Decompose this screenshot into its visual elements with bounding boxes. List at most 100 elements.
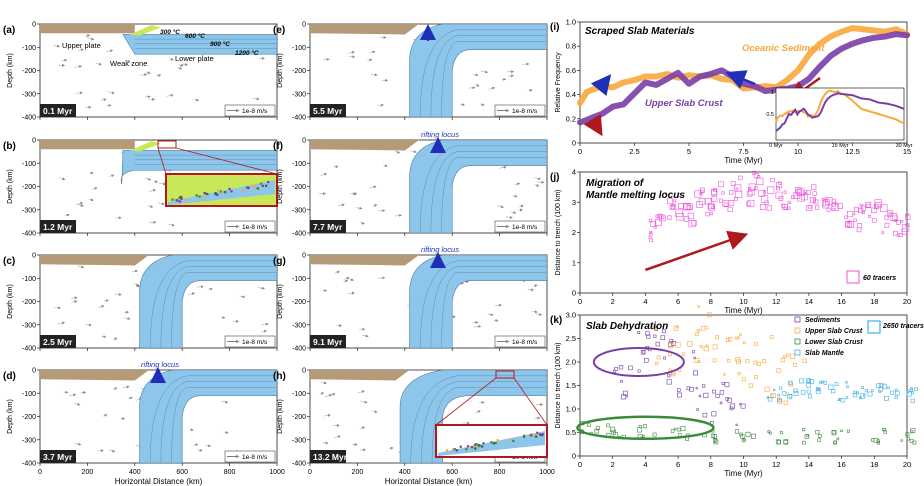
tracer-marker xyxy=(702,384,706,388)
velocity-arrow xyxy=(112,337,118,341)
tracer-marker xyxy=(738,175,743,181)
tracer-marker xyxy=(905,214,911,220)
tracer-marker xyxy=(594,428,599,434)
time-badge xyxy=(40,104,76,117)
rifting-label: rifting locus xyxy=(141,360,179,369)
velocity-arrow xyxy=(133,283,140,287)
y-tick-label: 1.0 xyxy=(566,405,576,414)
tracer-marker xyxy=(675,325,679,329)
velocity-arrow xyxy=(527,88,533,92)
tracer-marker xyxy=(910,428,916,433)
velocity-arrow xyxy=(106,49,114,53)
trend-arrow xyxy=(644,230,749,272)
tracer-marker xyxy=(831,430,837,436)
tracer-marker xyxy=(705,344,709,348)
tracer-marker xyxy=(775,191,783,199)
velocity-arrow xyxy=(508,74,514,78)
time-label: 1.2 Myr xyxy=(43,222,73,232)
y-tick-label: 0 xyxy=(32,22,36,29)
y-tick-label: 1.5 xyxy=(566,381,576,390)
velocity-arrow xyxy=(74,442,82,446)
velocity-arrow xyxy=(359,426,366,430)
inset-tracer xyxy=(267,180,270,184)
tracer-marker xyxy=(817,438,821,442)
tracer-marker xyxy=(775,439,781,445)
velocity-arrow xyxy=(534,416,541,420)
tracer-marker xyxy=(699,345,703,349)
y-tick-label: 0 xyxy=(572,139,576,148)
tracer-marker xyxy=(837,203,843,209)
time-label: 3.7 Myr xyxy=(43,452,73,462)
tracer-marker xyxy=(711,188,718,195)
velocity-arrow xyxy=(187,292,196,296)
velocity-arrow xyxy=(473,73,479,77)
velocity-arrow xyxy=(223,430,229,434)
tracer-marker xyxy=(642,424,647,429)
tracer-marker xyxy=(791,195,795,200)
x-tick-label: 8 xyxy=(709,297,713,306)
inset-y-tick-label: 1 xyxy=(771,90,774,96)
inset-series-line xyxy=(775,89,905,125)
tracer-marker xyxy=(783,439,789,444)
x-axis-label: Time (Myr) xyxy=(724,469,763,478)
tracer-marker xyxy=(782,355,786,359)
tracer-marker xyxy=(852,212,856,216)
tracer-marker xyxy=(776,186,781,191)
y-tick-label: 2 xyxy=(572,228,576,237)
tracer-marker xyxy=(831,203,839,211)
tracer-marker xyxy=(703,392,709,398)
tracer-marker xyxy=(687,212,695,220)
x-tick-label: 6 xyxy=(676,297,680,306)
tracer-marker xyxy=(587,423,591,427)
y-axis-label: Depth (km) xyxy=(7,53,14,88)
tracer-marker xyxy=(905,213,909,216)
isotherm xyxy=(419,29,547,117)
tracer-marker xyxy=(909,438,914,443)
velocity-arrow xyxy=(108,174,115,178)
tracer-marker xyxy=(696,328,700,333)
tracer-marker xyxy=(628,365,633,371)
x-tick-label: 400 xyxy=(399,469,411,476)
tracer-marker xyxy=(691,220,697,226)
velocity-arrow xyxy=(147,204,154,208)
trend-arrow xyxy=(583,113,603,137)
tracer-marker xyxy=(695,332,699,337)
tracer-marker xyxy=(677,193,681,197)
time-badge xyxy=(40,335,76,348)
inset-tracer xyxy=(260,182,263,185)
tracer-marker xyxy=(837,398,840,401)
tracer-marker xyxy=(748,187,752,191)
tracer-marker xyxy=(721,381,725,386)
x-tick-label: 7.5 xyxy=(738,147,748,156)
y-tick-label: -300 xyxy=(292,91,306,98)
tracer-marker xyxy=(735,357,741,363)
inset-tracer xyxy=(195,194,198,197)
y-tick-label: -100 xyxy=(292,45,306,52)
tracer-marker xyxy=(606,423,610,428)
tracer-marker xyxy=(728,200,735,206)
y-tick-label: -100 xyxy=(22,391,36,398)
velocity-arrow xyxy=(369,50,376,54)
velocity-arrow xyxy=(348,55,356,59)
x-tick-label: 2 xyxy=(611,297,615,306)
y-tick-label: -400 xyxy=(22,461,36,468)
velocity-arrow xyxy=(98,305,105,308)
panel-letter: (h) xyxy=(273,371,286,382)
panel-content xyxy=(310,255,547,348)
velocity-arrow xyxy=(148,189,157,192)
velocity-arrow xyxy=(153,180,159,183)
tracer-marker xyxy=(906,437,910,441)
tracer-marker xyxy=(871,207,877,214)
y-tick-label: -200 xyxy=(22,299,36,306)
velocity-arrow xyxy=(347,278,355,282)
tracer-marker xyxy=(735,187,739,191)
velocity-arrow xyxy=(358,390,365,394)
velocity-arrow xyxy=(394,150,401,154)
tracer-marker xyxy=(737,336,740,339)
tracer-marker xyxy=(793,391,799,396)
tracer-marker xyxy=(888,212,893,217)
velocity-arrow xyxy=(168,57,174,61)
inset-tracer xyxy=(198,195,201,198)
inset-tracer xyxy=(200,196,203,200)
